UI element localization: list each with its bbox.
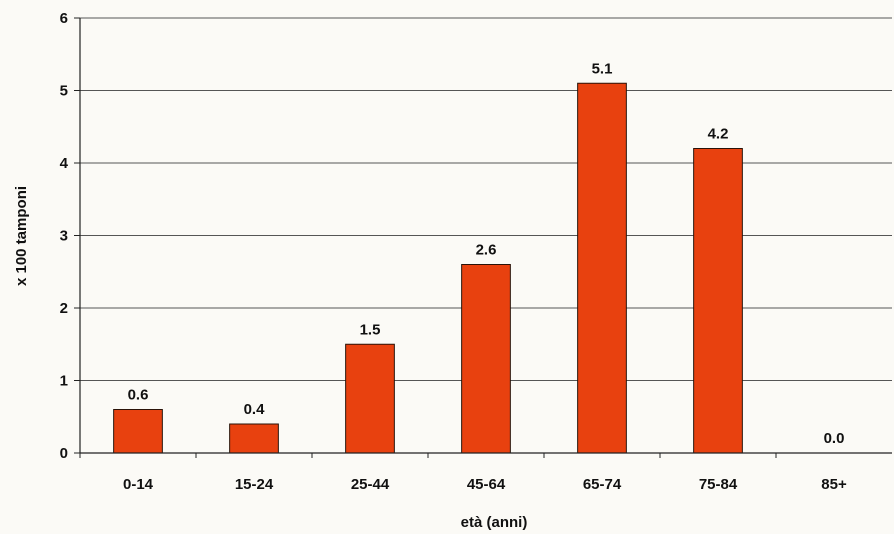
y-tick-label: 3 [60, 228, 68, 245]
x-tick-label: 45-64 [467, 476, 506, 493]
x-axis-title: età (anni) [461, 514, 528, 531]
y-tick-label: 4 [60, 155, 69, 172]
y-tick-label: 0 [60, 445, 68, 462]
y-tick-label: 2 [60, 300, 68, 317]
bar-0-14 [113, 409, 163, 454]
x-tick-label: 0-14 [123, 476, 154, 493]
data-labels: 0.6 0.4 1.5 2.6 5.1 4.2 0.0 [128, 60, 845, 447]
x-tick-label: 65-74 [583, 476, 622, 493]
data-label-25-44: 1.5 [360, 321, 381, 338]
axes: 0 1 2 3 4 5 6 0-14 15-24 25-44 45-64 65-74 75-84 85+ [60, 10, 892, 493]
x-tick-label: 75-84 [699, 476, 738, 493]
data-label-65-74: 5.1 [592, 60, 613, 77]
bar-25-44 [345, 343, 395, 454]
y-tick-label: 5 [60, 83, 68, 100]
x-tick-label: 15-24 [235, 476, 274, 493]
data-label-0-14: 0.6 [128, 387, 149, 404]
data-label-75-84: 4.2 [708, 126, 729, 143]
y-tick-label: 1 [60, 373, 68, 390]
bar-45-64 [461, 264, 511, 454]
y-axis-title: x 100 tamponi [13, 186, 30, 286]
bar-15-24 [229, 423, 279, 454]
data-label-85+: 0.0 [824, 430, 845, 447]
bar-75-84 [693, 148, 743, 454]
x-tick-label: 25-44 [351, 476, 390, 493]
grid-lines [80, 17, 892, 381]
data-label-15-24: 0.4 [244, 401, 266, 418]
bars [113, 82, 743, 454]
data-label-45-64: 2.6 [476, 242, 497, 259]
bar-65-74 [577, 82, 627, 454]
x-tick-label: 85+ [821, 476, 847, 493]
y-tick-label: 6 [60, 10, 68, 27]
